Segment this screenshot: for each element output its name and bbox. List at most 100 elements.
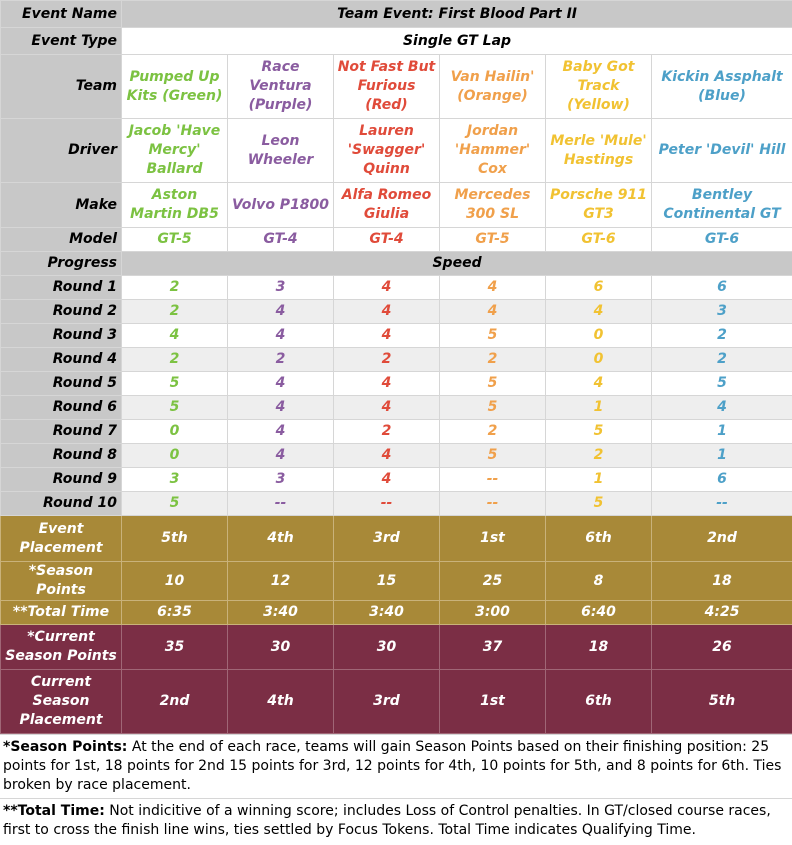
speed-cell: 0 (121, 443, 228, 468)
model-label: Model (0, 227, 122, 252)
speed-cell: 1 (545, 467, 652, 492)
team-cell: Pumped Up Kits (Green) (121, 54, 228, 119)
speed-cell: 2 (121, 299, 228, 324)
current-placement-label: Current Season Placement (0, 669, 122, 734)
speed-cell: 5 (121, 395, 228, 420)
season-points-note-text: At the end of each race, teams will gain… (3, 739, 782, 793)
make-cell: Bentley Continental GT (650, 182, 792, 228)
speed-cell: 2 (333, 347, 440, 372)
round-label: Round 8 (0, 443, 122, 468)
speed-cell: 4 (227, 443, 334, 468)
event-placement-cell: 4th (227, 515, 334, 562)
current-points-cell: 37 (439, 624, 546, 670)
model-cell: GT-6 (650, 227, 792, 252)
speed-cell: 3 (227, 467, 334, 492)
make-label: Make (0, 182, 122, 228)
season-points-note: *Season Points: At the end of each race,… (0, 735, 792, 798)
model-cell: GT-4 (227, 227, 334, 252)
speed-cell: 4 (227, 323, 334, 348)
round-label: Round 3 (0, 323, 122, 348)
speed-cell: 6 (650, 467, 792, 492)
speed-cell: 4 (333, 467, 440, 492)
season-points-cell: 10 (121, 561, 228, 601)
total-time-note-title: **Total Time: (3, 803, 105, 819)
current-points-label: *Current Season Points (0, 624, 122, 670)
season-points-note-title: *Season Points: (3, 739, 128, 755)
total-time-note-text: Not indicitive of a winning score; inclu… (3, 803, 771, 838)
total-time-cell: 6:40 (545, 600, 652, 625)
make-cell: Volvo P1800 (227, 182, 334, 228)
speed-cell: 5 (439, 371, 546, 396)
speed-cell: 4 (227, 299, 334, 324)
speed-cell: 5 (650, 371, 792, 396)
speed-cell: 5 (545, 419, 652, 444)
current-placement-cell: 2nd (121, 669, 228, 734)
round-label: Round 2 (0, 299, 122, 324)
speed-cell: 2 (333, 419, 440, 444)
current-points-cell: 30 (227, 624, 334, 670)
event-name-label: Event Name (0, 0, 122, 28)
total-time-cell: 6:35 (121, 600, 228, 625)
speed-cell: 5 (121, 491, 228, 516)
speed-cell: 3 (227, 275, 334, 300)
current-points-cell: 30 (333, 624, 440, 670)
current-points-cell: 26 (650, 624, 792, 670)
speed-cell: 0 (545, 323, 652, 348)
make-cell: Aston Martin DB5 (121, 182, 228, 228)
round-label: Round 10 (0, 491, 122, 516)
season-points-cell: 25 (439, 561, 546, 601)
total-time-cell: 3:40 (227, 600, 334, 625)
speed-cell: 4 (333, 275, 440, 300)
team-cell: Race Ventura (Purple) (227, 54, 334, 119)
total-time-cell: 3:40 (333, 600, 440, 625)
speed-cell: 3 (650, 299, 792, 324)
model-cell: GT-6 (545, 227, 652, 252)
round-label: Round 9 (0, 467, 122, 492)
speed-cell: 4 (545, 299, 652, 324)
speed-cell: 4 (333, 443, 440, 468)
season-points-cell: 12 (227, 561, 334, 601)
current-placement-cell: 5th (650, 669, 792, 734)
round-label: Round 1 (0, 275, 122, 300)
speed-cell: 4 (333, 371, 440, 396)
speed-cell: 4 (439, 299, 546, 324)
speed-cell: 2 (439, 347, 546, 372)
speed-cell: 5 (545, 491, 652, 516)
notes-section: *Season Points: At the end of each race,… (0, 734, 792, 843)
round-label: Round 7 (0, 419, 122, 444)
make-cell: Alfa Romeo Giulia (333, 182, 440, 228)
event-placement-cell: 3rd (333, 515, 440, 562)
current-placement-cell: 6th (545, 669, 652, 734)
speed-cell: 1 (650, 443, 792, 468)
model-cell: GT-5 (439, 227, 546, 252)
progress-label: Progress (0, 251, 122, 276)
speed-cell: 0 (121, 419, 228, 444)
current-placement-cell: 3rd (333, 669, 440, 734)
make-cell: Mercedes 300 SL (439, 182, 546, 228)
speed-cell: 2 (439, 419, 546, 444)
season-points-label: *Season Points (0, 561, 122, 601)
current-points-cell: 18 (545, 624, 652, 670)
event-placement-label: Event Placement (0, 515, 122, 562)
speed-cell: -- (227, 491, 334, 516)
speed-cell: 6 (545, 275, 652, 300)
event-name-value: Team Event: First Blood Part II (120, 0, 792, 28)
total-time-cell: 3:00 (439, 600, 546, 625)
model-cell: GT-5 (121, 227, 228, 252)
event-placement-cell: 2nd (650, 515, 792, 562)
speed-cell: 4 (545, 371, 652, 396)
total-time-label: **Total Time (0, 600, 122, 625)
driver-cell: Jacob 'Have Mercy' Ballard (121, 118, 228, 183)
driver-label: Driver (0, 118, 122, 183)
event-placement-cell: 6th (545, 515, 652, 562)
total-time-cell: 4:25 (650, 600, 792, 625)
current-placement-cell: 1st (439, 669, 546, 734)
model-cell: GT-4 (333, 227, 440, 252)
total-time-note: **Total Time: Not indicitive of a winnin… (0, 798, 792, 843)
speed-label: Speed (120, 251, 792, 276)
speed-cell: 4 (333, 395, 440, 420)
speed-cell: 1 (650, 419, 792, 444)
driver-cell: Merle 'Mule' Hastings (545, 118, 652, 183)
season-points-cell: 15 (333, 561, 440, 601)
driver-cell: Jordan 'Hammer' Cox (439, 118, 546, 183)
